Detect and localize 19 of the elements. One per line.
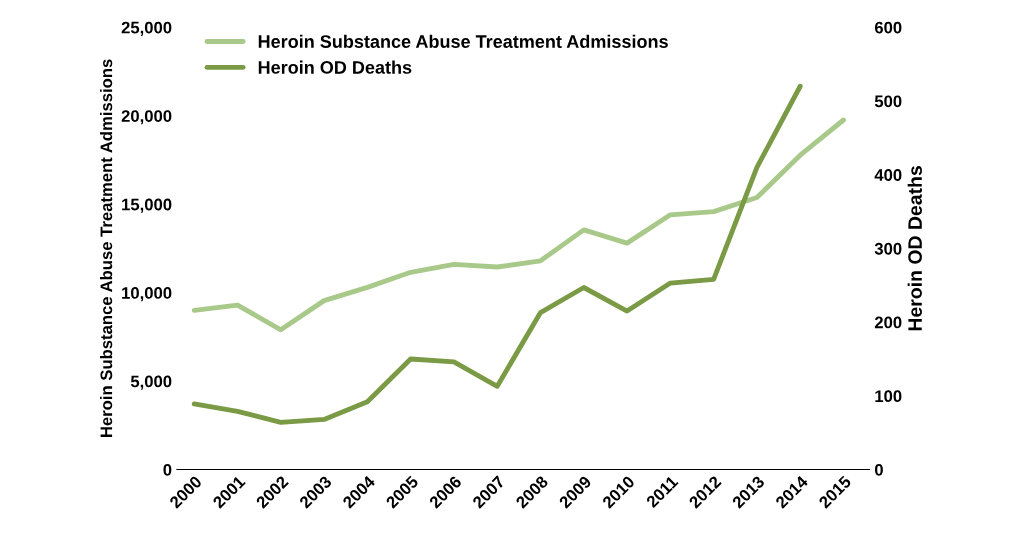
y-tick-label: 5,000 <box>130 375 172 390</box>
y2-tick-label: 0 <box>874 463 883 476</box>
line-series <box>191 83 803 425</box>
y2-tick-label: 100 <box>875 390 902 403</box>
y-tick-label: 20,000 <box>121 110 172 125</box>
y-tick-label: 0 <box>163 463 172 476</box>
y-tick-label: 25,000 <box>121 21 172 36</box>
y-tick-label: 10,000 <box>122 287 172 302</box>
y2-axis-title: Heroin OD Deaths <box>907 166 922 331</box>
legend-label: Heroin OD Deaths <box>258 60 412 74</box>
legend-label: Heroin Substance Abuse Treatment Admissions <box>258 34 668 48</box>
y2-tick-label: 600 <box>874 21 902 34</box>
y2-tick-label: 500 <box>874 95 902 108</box>
y2-tick-label: 200 <box>874 316 902 329</box>
y-axis-title: Heroin Substance Abuse Treatment Admissions <box>100 59 113 437</box>
line-series <box>191 117 846 333</box>
y2-tick-label: 400 <box>874 169 902 181</box>
y-tick-label: 15,000 <box>122 198 172 213</box>
y2-tick-label: 300 <box>874 242 902 255</box>
